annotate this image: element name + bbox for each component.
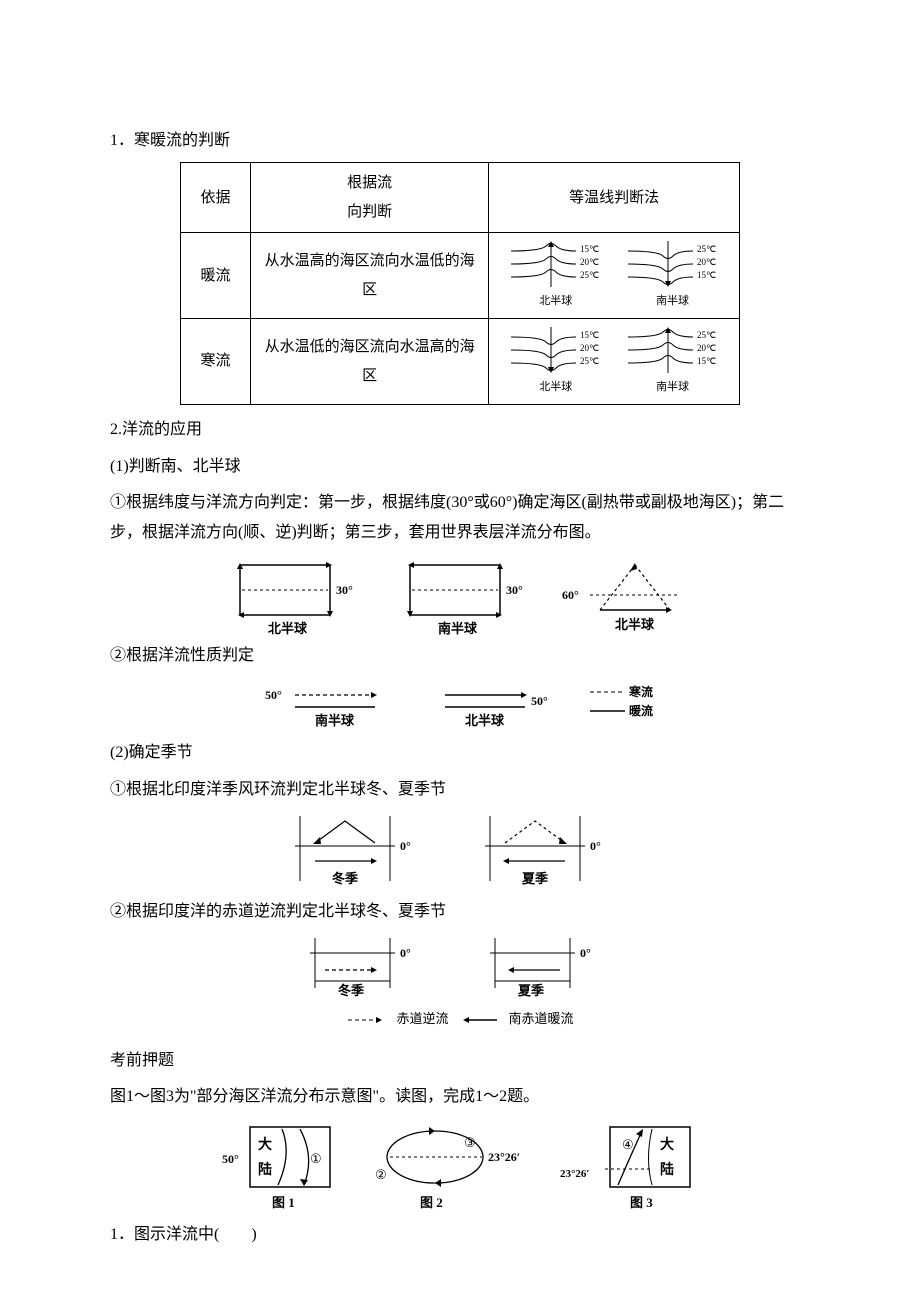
svg-text:图 1: 图 1 [272, 1195, 295, 1210]
svg-text:④: ④ [622, 1137, 634, 1152]
svg-text:30°: 30° [506, 583, 523, 597]
warm-north-caption: 北半球 [506, 291, 606, 312]
exam-intro: 图1～图3为"部分海区洋流分布示意图"。读图，完成1～2题。 [110, 1082, 810, 1112]
svg-text:30°: 30° [336, 583, 353, 597]
svg-text:20℃: 20℃ [697, 257, 716, 267]
eq-winter: 0° 冬季 [290, 933, 450, 1003]
legend-southeq: 南赤道暖流 [509, 1007, 574, 1032]
svg-text:25℃: 25℃ [697, 330, 716, 340]
sec-2-1: (1)判断南、北半球 [110, 452, 810, 482]
svg-text:15℃: 15℃ [580, 330, 599, 340]
th-isotherm: 等温线判断法 [489, 163, 740, 233]
svg-text:大: 大 [660, 1136, 674, 1153]
svg-text:北半球: 北半球 [615, 617, 655, 632]
row-cold-desc: 从水温低的海区流向水温高的海区 [250, 319, 488, 405]
svg-text:50°: 50° [265, 688, 282, 702]
row-warm-desc: 从水温高的海区流向水温低的海区 [250, 233, 488, 319]
legend-counter: 赤道逆流 [396, 1007, 448, 1032]
svg-text:25℃: 25℃ [580, 356, 599, 366]
svg-text:0°: 0° [400, 946, 411, 960]
svg-text:25℃: 25℃ [580, 270, 599, 280]
svg-text:冬季: 冬季 [338, 983, 364, 998]
svg-text:50°: 50° [531, 694, 548, 708]
svg-text:北半球: 北半球 [465, 713, 505, 728]
svg-text:夏季: 夏季 [521, 871, 548, 886]
svg-text:③: ③ [464, 1135, 476, 1150]
gyre-south-30: 30° 南半球 [390, 555, 540, 635]
sec-2-1-2: ②根据洋流性质判定 [110, 641, 810, 671]
warm-north-isotherm: 15℃ 20℃ 25℃ 北半球 [506, 239, 606, 312]
row-warm-diagram-cell: 15℃ 20℃ 25℃ 北半球 25℃ 20℃ 1 [489, 233, 740, 319]
warm-south-isotherm: 25℃ 20℃ 15℃ 南半球 [623, 239, 723, 312]
cold-south-isotherm: 25℃ 20℃ 15℃ 南半球 [623, 325, 723, 398]
exam-fig3: 23°26′ ④ 大 陆 图 3 [560, 1119, 700, 1214]
th-flowdir: 根据流 向判断 [250, 163, 488, 233]
svg-text:②: ② [375, 1167, 387, 1182]
exam-heading: 考前押题 [110, 1046, 810, 1076]
th-basis: 依据 [181, 163, 251, 233]
svg-text:23°26′: 23°26′ [560, 1168, 590, 1180]
svg-text:图 2: 图 2 [420, 1195, 443, 1210]
svg-text:陆: 陆 [660, 1162, 674, 1178]
svg-text:北半球: 北半球 [268, 621, 308, 635]
cold-north-caption: 北半球 [506, 377, 606, 398]
svg-text:25℃: 25℃ [697, 244, 716, 254]
prop-legend: 寒流 暖流 [585, 677, 655, 732]
svg-text:南半球: 南半球 [315, 713, 355, 728]
svg-text:0°: 0° [580, 946, 591, 960]
svg-text:15℃: 15℃ [697, 356, 716, 366]
svg-text:冬季: 冬季 [332, 871, 358, 886]
svg-text:0°: 0° [400, 839, 411, 853]
svg-text:寒流: 寒流 [628, 684, 653, 699]
svg-text:暖流: 暖流 [629, 703, 653, 718]
svg-text:60°: 60° [562, 588, 579, 602]
monsoon-row: 0° 冬季 0° 夏季 [110, 811, 810, 891]
q1: 1．图示洋流中( ) [110, 1220, 810, 1250]
svg-text:50°: 50° [222, 1152, 239, 1166]
svg-text:①: ① [310, 1151, 322, 1166]
svg-text:20℃: 20℃ [697, 343, 716, 353]
equatorial-legend: 赤道逆流 南赤道暖流 [110, 1007, 810, 1032]
row-cold-diagram-cell: 15℃ 20℃ 25℃ 北半球 25℃ 20℃ 1 [489, 319, 740, 405]
gyre-north-30: 30° 北半球 [220, 555, 370, 635]
monsoon-winter: 0° 冬季 [280, 811, 450, 891]
svg-text:0°: 0° [590, 839, 601, 853]
heading-1: 1．寒暖流的判断 [110, 126, 810, 156]
row-cold-name: 寒流 [181, 319, 251, 405]
svg-text:20℃: 20℃ [580, 343, 599, 353]
eq-summer: 0° 夏季 [470, 933, 630, 1003]
row-warm-name: 暖流 [181, 233, 251, 319]
property-row: 50° 南半球 50° 北半球 寒流 暖流 [110, 677, 810, 732]
sec-2-1-1: ①根据纬度与洋流方向判定：第一步，根据纬度(30°或60°)确定海区(副热带或副… [110, 488, 810, 549]
gyre-north-60: 60° 北半球 [560, 555, 700, 635]
gyre-row: 30° 北半球 30° 南半球 60° 北半球 [110, 555, 810, 635]
svg-text:23°26′: 23°26′ [488, 1150, 520, 1164]
cold-south-caption: 南半球 [623, 377, 723, 398]
svg-text:图 3: 图 3 [630, 1195, 653, 1210]
equatorial-row: 0° 冬季 0° 夏季 [110, 933, 810, 1003]
sec-2-2-2: ②根据印度洋的赤道逆流判定北半球冬、夏季节 [110, 897, 810, 927]
svg-text:南半球: 南半球 [438, 621, 478, 635]
prop-south: 50° 南半球 [265, 677, 405, 732]
svg-text:20℃: 20℃ [580, 257, 599, 267]
svg-text:陆: 陆 [258, 1162, 272, 1178]
svg-text:15℃: 15℃ [580, 244, 599, 254]
svg-text:15℃: 15℃ [697, 270, 716, 280]
sec-2-2-1: ①根据北印度洋季风环流判定北半球冬、夏季节 [110, 775, 810, 805]
exam-fig2: ② ③ 23°26′ 图 2 [370, 1119, 540, 1214]
criteria-table: 依据 根据流 向判断 等温线判断法 暖流 从水温高的海区流向水温低的海区 15℃… [180, 162, 740, 405]
svg-text:夏季: 夏季 [517, 983, 544, 998]
svg-text:大: 大 [258, 1136, 272, 1153]
monsoon-summer: 0° 夏季 [470, 811, 640, 891]
heading-2: 2.洋流的应用 [110, 415, 810, 445]
sec-2-2: (2)确定季节 [110, 738, 810, 768]
exam-figs-row: 50° 大 陆 ① 图 1 ② ③ 23°26′ 图 2 23°26′ ④ 大 … [110, 1119, 810, 1214]
warm-south-caption: 南半球 [623, 291, 723, 312]
cold-north-isotherm: 15℃ 20℃ 25℃ 北半球 [506, 325, 606, 398]
prop-north: 50° 北半球 [425, 677, 565, 732]
exam-fig1: 50° 大 陆 ① 图 1 [220, 1119, 350, 1214]
